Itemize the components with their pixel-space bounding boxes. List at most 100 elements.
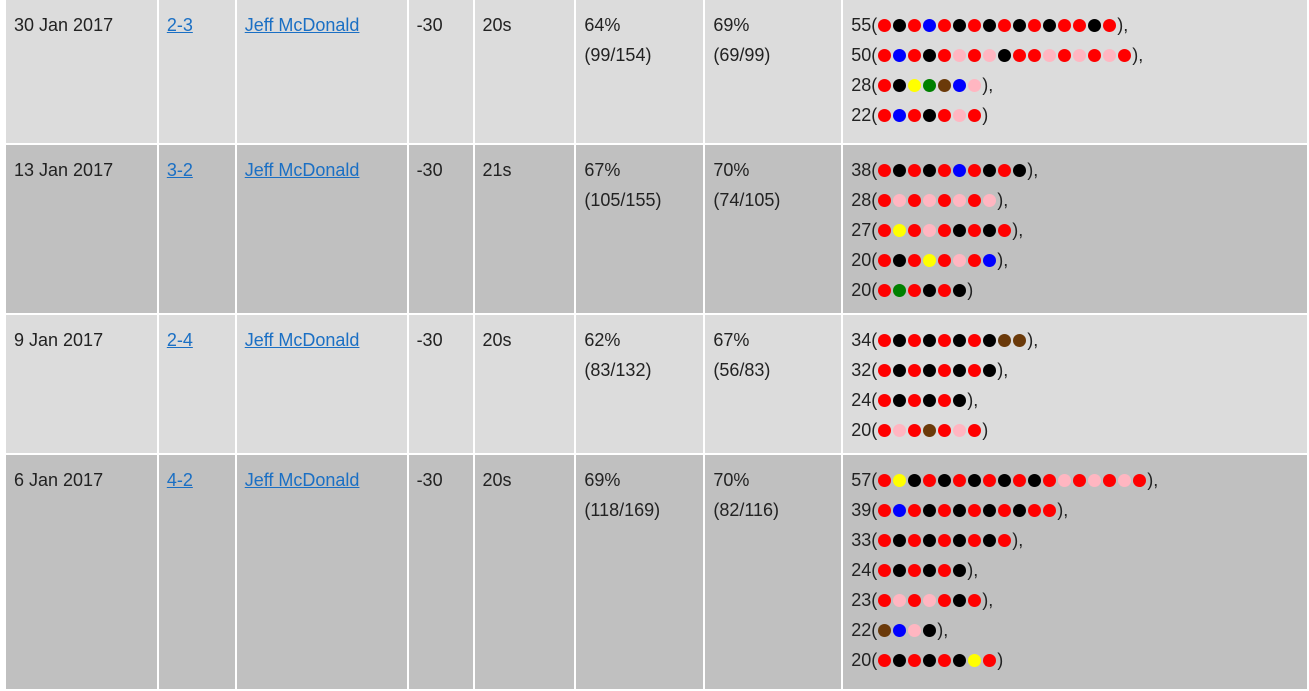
black-ball-icon bbox=[953, 393, 967, 407]
yellow-ball-icon bbox=[968, 653, 982, 667]
green-ball-icon bbox=[923, 78, 937, 92]
red-ball-icon bbox=[1028, 18, 1042, 32]
score-link[interactable]: 4-2 bbox=[166, 470, 193, 490]
red-ball-icon bbox=[908, 503, 922, 517]
break-points: 24( bbox=[851, 560, 878, 580]
break-points: 24( bbox=[851, 390, 878, 410]
break-entry: 28(), bbox=[851, 185, 1299, 215]
brown-ball-icon bbox=[923, 423, 937, 437]
shot-time-cell: 20s bbox=[474, 0, 575, 143]
black-ball-icon bbox=[953, 563, 967, 577]
opponent-link[interactable]: Jeff McDonald bbox=[244, 160, 360, 180]
black-ball-icon bbox=[923, 163, 937, 177]
brown-ball-icon bbox=[998, 333, 1012, 347]
black-ball-icon bbox=[893, 253, 907, 267]
pot-success-ratio: (105/155) bbox=[584, 190, 662, 210]
average-shot-time: 20s bbox=[482, 470, 512, 490]
red-ball-icon bbox=[1043, 503, 1057, 517]
black-ball-icon bbox=[893, 563, 907, 577]
black-ball-icon bbox=[953, 533, 967, 547]
break-separator: ) bbox=[982, 420, 989, 440]
black-ball-icon bbox=[998, 473, 1012, 487]
black-ball-icon bbox=[1013, 503, 1027, 517]
red-ball-icon bbox=[878, 363, 892, 377]
match-date: 6 Jan 2017 bbox=[14, 470, 104, 490]
opponent-link[interactable]: Jeff McDonald bbox=[244, 330, 360, 350]
blue-ball-icon bbox=[923, 18, 937, 32]
break-entry: 33(), bbox=[851, 525, 1299, 555]
result-row: 9 Jan 2017 2-4 Jeff McDonald -30 20s 62%… bbox=[6, 315, 1307, 453]
pink-ball-icon bbox=[893, 193, 907, 207]
break-separator: ), bbox=[937, 620, 949, 640]
break-separator: ), bbox=[997, 190, 1009, 210]
break-entry: 27(), bbox=[851, 215, 1299, 245]
red-ball-icon bbox=[908, 18, 922, 32]
red-ball-icon bbox=[908, 163, 922, 177]
break-points: 33( bbox=[851, 530, 878, 550]
red-ball-icon bbox=[908, 333, 922, 347]
break-entry: 22() bbox=[851, 100, 1299, 130]
red-ball-icon bbox=[878, 533, 892, 547]
red-ball-icon bbox=[878, 48, 892, 62]
breaks-cell: 57(), 39(), 33(), 24(), 23(), 22(), 20() bbox=[843, 455, 1307, 689]
red-ball-icon bbox=[908, 593, 922, 607]
score-cell: 3-2 bbox=[158, 145, 235, 313]
brown-ball-icon bbox=[1013, 333, 1027, 347]
break-entry: 32(), bbox=[851, 355, 1299, 385]
opponent-link[interactable]: Jeff McDonald bbox=[244, 470, 360, 490]
black-ball-icon bbox=[923, 563, 937, 577]
black-ball-icon bbox=[923, 503, 937, 517]
pink-ball-icon bbox=[923, 193, 937, 207]
red-ball-icon bbox=[998, 533, 1012, 547]
black-ball-icon bbox=[923, 533, 937, 547]
red-ball-icon bbox=[968, 423, 982, 437]
pink-ball-icon bbox=[1118, 473, 1132, 487]
pot-success-percent: 62% bbox=[584, 330, 621, 350]
red-ball-icon bbox=[908, 653, 922, 667]
red-ball-icon bbox=[998, 163, 1012, 177]
red-ball-icon bbox=[923, 473, 937, 487]
red-ball-icon bbox=[938, 333, 952, 347]
red-ball-icon bbox=[1028, 503, 1042, 517]
black-ball-icon bbox=[893, 163, 907, 177]
black-ball-icon bbox=[953, 333, 967, 347]
blue-ball-icon bbox=[953, 78, 967, 92]
opponent-cell: Jeff McDonald bbox=[236, 455, 407, 689]
red-ball-icon bbox=[908, 363, 922, 377]
red-ball-icon bbox=[1103, 18, 1117, 32]
red-ball-icon bbox=[968, 163, 982, 177]
red-ball-icon bbox=[938, 393, 952, 407]
breaks-cell: 34(), 32(), 24(), 20() bbox=[843, 315, 1307, 453]
score-link[interactable]: 2-4 bbox=[166, 330, 193, 350]
black-ball-icon bbox=[983, 223, 997, 237]
score-link[interactable]: 3-2 bbox=[166, 160, 193, 180]
pink-ball-icon bbox=[908, 623, 922, 637]
black-ball-icon bbox=[893, 653, 907, 667]
break-separator: ), bbox=[1132, 45, 1144, 65]
black-ball-icon bbox=[968, 473, 982, 487]
red-ball-icon bbox=[878, 283, 892, 297]
red-ball-icon bbox=[998, 223, 1012, 237]
red-ball-icon bbox=[878, 223, 892, 237]
red-ball-icon bbox=[1058, 18, 1072, 32]
break-entry: 50(), bbox=[851, 40, 1299, 70]
red-ball-icon bbox=[908, 393, 922, 407]
break-separator: ), bbox=[982, 75, 994, 95]
black-ball-icon bbox=[998, 48, 1012, 62]
break-separator: ), bbox=[1027, 330, 1039, 350]
score-link[interactable]: 2-3 bbox=[166, 15, 193, 35]
opponent-link[interactable]: Jeff McDonald bbox=[244, 15, 360, 35]
long-pot-percent: 70% bbox=[713, 470, 750, 490]
break-entry: 34(), bbox=[851, 325, 1299, 355]
break-separator: ), bbox=[1147, 470, 1159, 490]
red-ball-icon bbox=[968, 253, 982, 267]
pink-ball-icon bbox=[953, 108, 967, 122]
red-ball-icon bbox=[938, 533, 952, 547]
red-ball-icon bbox=[1013, 48, 1027, 62]
break-separator: ), bbox=[1012, 220, 1024, 240]
yellow-ball-icon bbox=[893, 473, 907, 487]
blue-ball-icon bbox=[893, 623, 907, 637]
red-ball-icon bbox=[983, 653, 997, 667]
black-ball-icon bbox=[953, 363, 967, 377]
red-ball-icon bbox=[968, 18, 982, 32]
